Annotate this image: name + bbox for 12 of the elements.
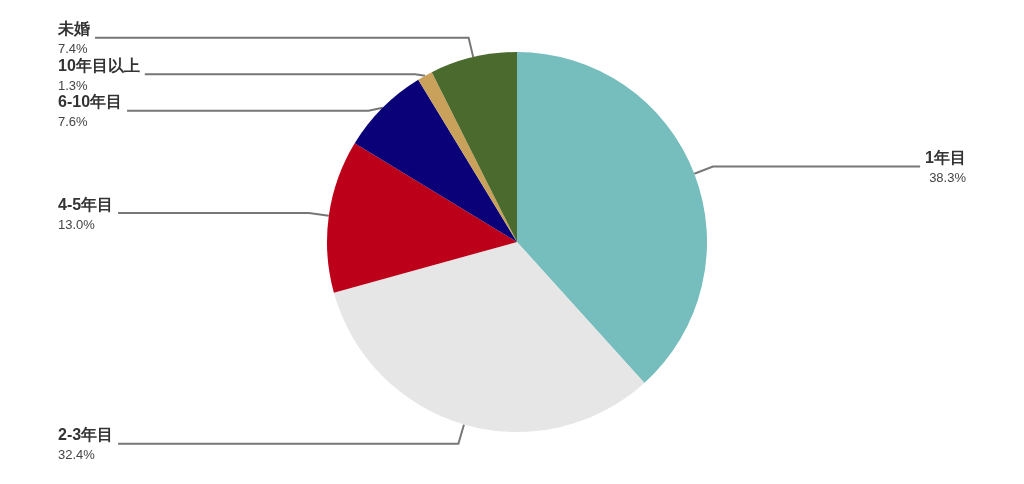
slice-label: 2-3年目 [58,426,114,444]
slice-label: 未婚 [57,20,90,38]
slice-label: 1年目 [925,149,966,167]
slice-label: 10年目以上 [58,56,140,74]
data-label: 7.6% [58,114,89,130]
data-label: 32.4% [58,447,96,463]
slice-label: 6-10年目 [58,93,123,111]
data-label: 13.0% [58,216,96,232]
data-label: 7.4% [58,41,89,57]
slice-label: 4-5年目 [58,195,114,213]
data-label: 38.3% [929,170,967,186]
data-label: 1.3% [58,77,89,93]
